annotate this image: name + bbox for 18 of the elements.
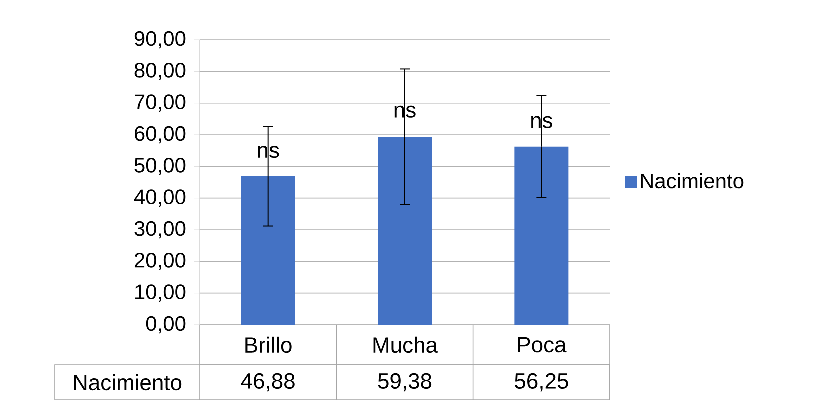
y-tick-label: 50,00 [134,158,186,176]
y-tick-label: 0,00 [146,316,186,334]
y-tick-label: 70,00 [135,94,186,112]
text: 59,38 [378,373,432,392]
y-tick-label: 40,00 [134,190,186,208]
legend-label: Nacimiento [641,173,744,189]
x-tick-label: Mucha [374,336,438,354]
y-tick-label: 90,00 [134,31,186,49]
text: 56,25 [515,373,568,392]
y-tick-label: 80,00 [134,63,186,80]
y-tick-label: 10,00 [136,284,186,302]
text: 46,88 [241,373,295,392]
text: Nacimiento [74,374,182,391]
y-tick-label: 20,00 [134,253,186,270]
x-tick-label: Brillo [246,336,292,354]
y-tick-label: 60,00 [134,126,186,144]
x-tick-label: Poca [518,337,567,353]
y-tick-label: 30,00 [134,221,186,239]
